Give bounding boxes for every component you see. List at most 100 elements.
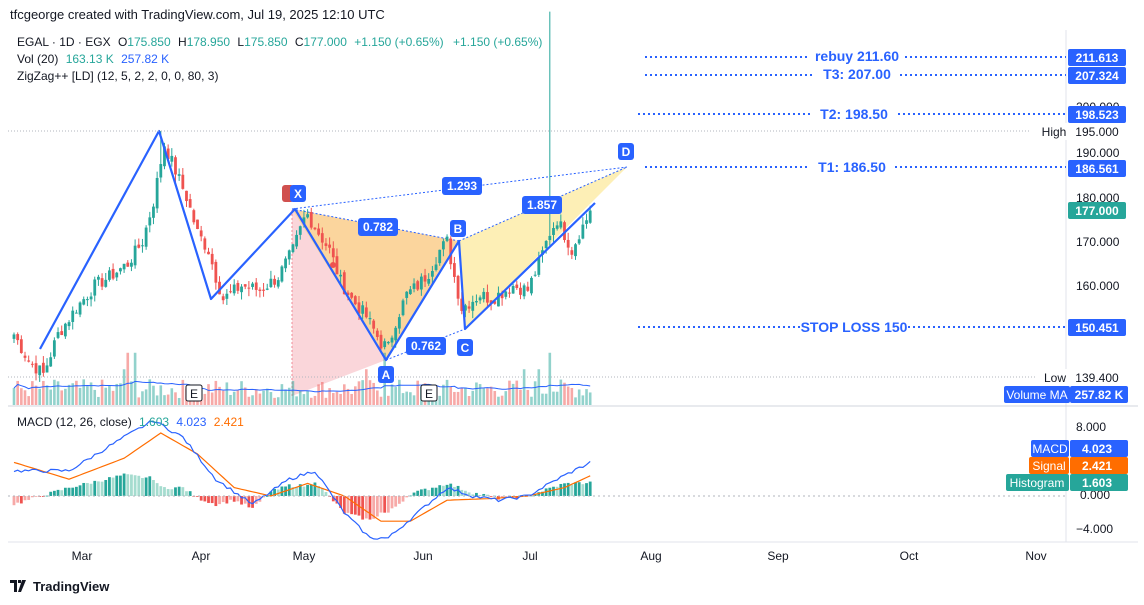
macd-histogram-bar: [152, 479, 155, 496]
candle-body: [185, 190, 188, 202]
macd-histogram-bar: [291, 487, 295, 496]
candle-body: [100, 278, 104, 287]
t1-price-badge[interactable]: 186.561: [1068, 160, 1126, 177]
svg-text:1.857: 1.857: [527, 198, 557, 212]
macd-histogram-bar: [581, 484, 585, 496]
candle-body: [581, 224, 585, 239]
tradingview-logo[interactable]: TradingView: [10, 579, 110, 594]
svg-text:0.782: 0.782: [363, 220, 393, 234]
candle-body: [533, 274, 537, 276]
volume-bar: [122, 369, 126, 405]
pattern-point-x[interactable]: X: [290, 185, 306, 202]
candle-body: [570, 250, 574, 255]
ratio-label-xa-b[interactable]: 0.782: [358, 218, 398, 236]
macd-histogram-bar: [34, 496, 38, 497]
svg-text:B: B: [454, 222, 463, 236]
pattern-point-b[interactable]: B: [450, 220, 466, 237]
candle-body: [464, 305, 467, 311]
last-price-badge[interactable]: 177.000: [1068, 202, 1126, 219]
volume-bar: [313, 395, 317, 405]
macd-histogram-bar: [350, 496, 354, 515]
macd-histogram-bar: [119, 475, 122, 496]
histogram-value-badge: Histogram 1.603: [1006, 474, 1128, 491]
macd-histogram-bar: [196, 496, 199, 497]
macd-histogram-bar: [482, 493, 486, 496]
candle-body: [471, 301, 475, 311]
stop-loss-price-badge[interactable]: 150.451: [1068, 319, 1126, 336]
ratio-label-bc-d[interactable]: 1.857: [522, 196, 562, 214]
macd-value-badge: MACD 4.023: [1031, 440, 1128, 457]
macd-histogram-bar: [475, 492, 478, 496]
volume-bar: [170, 388, 174, 405]
volume-bar: [320, 382, 324, 405]
event-marker[interactable]: E: [185, 384, 203, 402]
t2-price-badge[interactable]: 198.523: [1068, 106, 1126, 123]
candle-body: [16, 334, 20, 341]
volume-bar: [236, 390, 240, 405]
ratio-label-xa-d[interactable]: 1.293: [442, 177, 482, 195]
macd-histogram-bar: [339, 496, 343, 508]
rebuy-price-badge[interactable]: 211.613: [1068, 49, 1126, 66]
t3-price-badge[interactable]: 207.324: [1068, 67, 1126, 84]
macd-legend[interactable]: MACD (12, 26, close) 1.603 4.023 2.421: [17, 415, 244, 429]
volume-legend[interactable]: Vol (20) 163.13 K 257.82 K: [17, 52, 169, 66]
macd-histogram-bar: [199, 496, 203, 501]
volume-bar: [522, 369, 526, 405]
volume-bar: [287, 387, 291, 405]
volume-bar: [317, 384, 320, 405]
volume-bar: [331, 393, 335, 405]
zigzag-lines[interactable]: [39, 129, 596, 362]
zigzag-legend[interactable]: ZigZag++ [LD] (12, 5, 2, 2, 0, 0, 80, 3): [17, 69, 218, 83]
macd-histogram-bar: [427, 490, 431, 496]
macd-tick: 0.000: [1080, 488, 1110, 502]
macd-histogram-bar: [419, 489, 423, 496]
macd-histogram-bar: [115, 475, 119, 496]
macd-histogram-bar: [401, 496, 405, 502]
macd-tick: −4.000: [1076, 522, 1113, 536]
volume-bar: [174, 392, 177, 405]
volume-bar: [530, 396, 533, 405]
volume-bar: [269, 392, 273, 405]
macd-histogram-bar: [229, 496, 232, 500]
macd-histogram-bar: [353, 496, 357, 515]
volume-bar: [445, 379, 449, 405]
macd-histogram-bar: [434, 487, 438, 496]
pattern-point-c[interactable]: C: [457, 339, 473, 356]
macd-histogram-bar: [104, 480, 108, 496]
macd-histogram-bar: [243, 496, 247, 504]
volume-bar: [453, 391, 456, 405]
candle-body: [515, 284, 519, 289]
ratio-label-ab-c[interactable]: 0.762: [406, 337, 446, 355]
t1-level-label: T1: 186.50: [818, 159, 886, 175]
macd-histogram-bar: [100, 481, 104, 496]
harmonic-pattern[interactable]: [291, 166, 628, 396]
macd-histogram-bar: [390, 496, 394, 509]
symbol-legend[interactable]: EGAL · 1D · EGX O175.850 H178.950 L175.8…: [17, 35, 542, 49]
candle-body: [383, 341, 387, 348]
volume-bar: [273, 397, 276, 405]
pattern-point-d[interactable]: D: [618, 143, 634, 160]
svg-text:MACD: MACD: [1032, 442, 1068, 456]
macd-histogram-bar: [379, 496, 383, 513]
volume-bar: [34, 385, 38, 405]
volume-bar: [210, 392, 214, 405]
volume-bar: [346, 388, 350, 405]
macd-histogram-bar: [236, 496, 240, 502]
macd-histogram-bar: [108, 477, 111, 496]
svg-text:198.523: 198.523: [1075, 108, 1119, 122]
volume-bar: [489, 386, 493, 405]
macd-histogram-bar: [177, 486, 181, 496]
event-marker[interactable]: E: [420, 384, 438, 402]
macd-histogram-bar: [273, 488, 276, 496]
volume-bar: [89, 382, 93, 405]
volume-bar: [324, 397, 328, 405]
macd-histogram-bar: [56, 489, 60, 496]
candle-body: [23, 355, 27, 358]
candle-body: [232, 284, 236, 294]
volume-bar: [93, 389, 97, 405]
volume-bar: [387, 395, 390, 405]
signal-value-badge: Signal 2.421: [1029, 457, 1128, 474]
macd-histogram-bar: [78, 485, 82, 496]
pattern-point-a[interactable]: A: [378, 366, 394, 383]
